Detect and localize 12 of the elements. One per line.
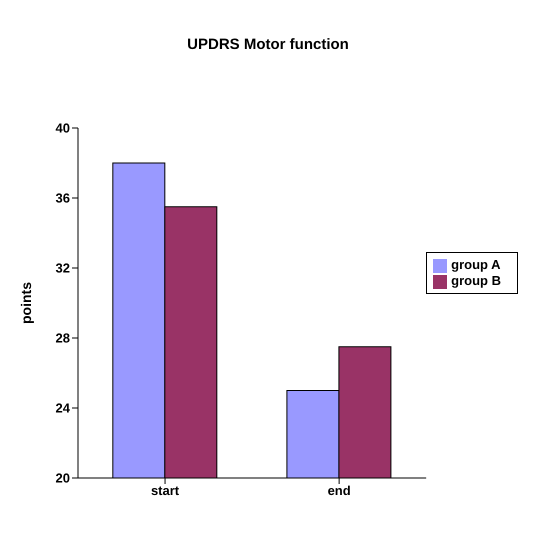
- y-tick-label: 36: [56, 190, 70, 206]
- y-tick-label: 40: [56, 120, 70, 136]
- y-tick-label: 20: [56, 470, 70, 486]
- x-tick-label: end: [328, 483, 351, 498]
- y-tick-label: 28: [56, 330, 70, 346]
- legend-label: group B: [451, 273, 501, 288]
- y-tick-label: 24: [56, 400, 71, 416]
- chart-title: UPDRS Motor function: [186, 36, 350, 53]
- y-axis-title: points: [18, 282, 34, 324]
- legend-label: group A: [451, 257, 501, 272]
- x-tick-label: start: [150, 483, 180, 498]
- y-tick-label: 32: [56, 260, 70, 276]
